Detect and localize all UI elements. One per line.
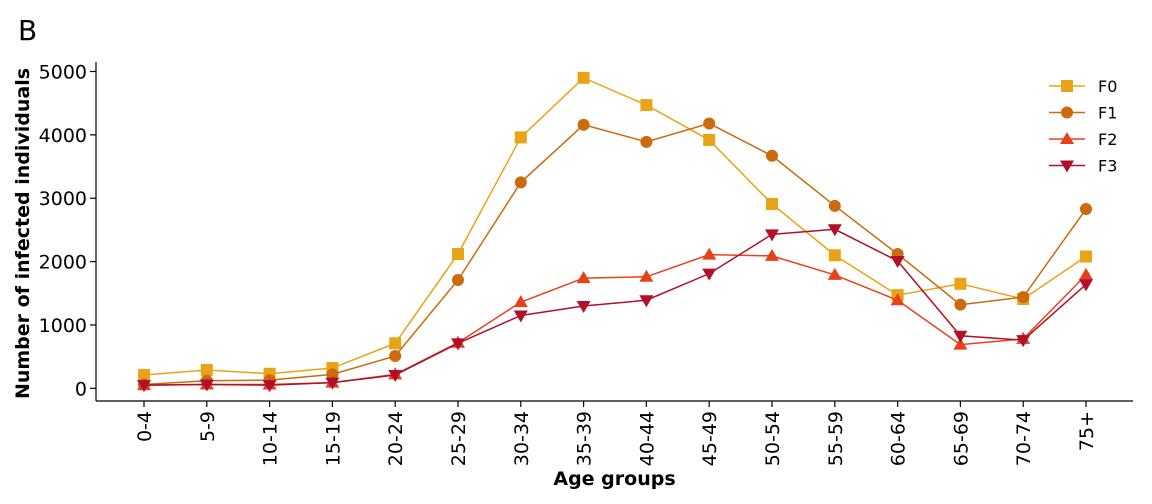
series-F3 (137, 224, 1093, 393)
data-point (577, 71, 590, 84)
data-point (703, 133, 716, 146)
data-point (702, 247, 717, 260)
data-point (1016, 335, 1031, 348)
data-point (514, 131, 527, 144)
data-point (325, 377, 340, 390)
data-point (1079, 279, 1093, 292)
data-point (640, 99, 653, 112)
data-point (451, 338, 465, 351)
x-tick-label: 55-59 (825, 411, 847, 466)
series-line (143, 122, 1087, 386)
data-point (513, 295, 528, 308)
x-tick-label: 50-54 (762, 411, 784, 466)
data-point (514, 176, 527, 189)
legend-item: F2 (1049, 130, 1117, 149)
data-point (765, 248, 779, 261)
data-point (1079, 267, 1093, 280)
data-point (577, 118, 590, 131)
x-tick-label: 5-9 (197, 411, 219, 442)
data-point (765, 229, 779, 242)
x-tick-label: 25-29 (448, 411, 470, 466)
data-point (389, 350, 402, 363)
data-point (828, 199, 841, 212)
data-point (389, 337, 402, 350)
legend: F0 F1 F2 F3 (1049, 77, 1117, 176)
data-point (199, 379, 214, 392)
data-point (1080, 250, 1092, 263)
legend-marker (1060, 160, 1074, 173)
x-tick-label: 0-4 (134, 411, 156, 442)
series-line (143, 253, 1087, 386)
data-point (452, 273, 464, 286)
y-tick-label: 4000 (39, 125, 87, 147)
data-point (702, 268, 717, 281)
axes: 0 1000 2000 3000 4000 5000 0-4 5-9 10-14 15-19 20-… (39, 62, 1133, 466)
y-tick-label: 3000 (39, 188, 87, 210)
data-point (452, 247, 464, 260)
data-point (703, 117, 716, 130)
x-tick-label: 60-64 (888, 411, 910, 466)
x-tick-label: 20-24 (385, 411, 407, 466)
data-point (766, 197, 778, 210)
series-F0 (138, 71, 1092, 382)
legend-label: F2 (1098, 130, 1117, 149)
y-tick-label: 2000 (39, 252, 87, 274)
data-point (576, 271, 591, 284)
y-tick-label: 0 (75, 378, 87, 400)
panel-label: B (18, 14, 37, 47)
legend-item: F1 (1049, 104, 1117, 123)
x-tick-label: 35-39 (574, 411, 596, 466)
legend-marker (1061, 80, 1073, 92)
series-layer (137, 71, 1093, 393)
series-F2 (137, 247, 1093, 391)
data-point (890, 255, 905, 268)
data-point (513, 310, 528, 323)
data-point (827, 224, 842, 237)
x-tick-label: 30-34 (511, 411, 533, 466)
x-tick-label: 75+ (1076, 411, 1098, 451)
x-tick-label: 40-44 (636, 411, 658, 466)
data-point (639, 295, 654, 308)
data-point (388, 370, 403, 383)
legend-marker (1060, 132, 1074, 144)
y-axis-title: Number of infected individuals (12, 68, 34, 399)
legend-label: F3 (1098, 157, 1117, 176)
y-tick-label: 1000 (39, 315, 87, 337)
data-point (326, 368, 339, 381)
series-line (143, 76, 1087, 376)
x-tick-label: 10-14 (260, 411, 282, 466)
x-tick-label: 65-69 (950, 411, 972, 466)
data-point (639, 269, 654, 282)
legend-item: F3 (1049, 157, 1117, 176)
data-point (1017, 291, 1030, 304)
x-tick-label: 45-49 (699, 411, 721, 466)
legend-label: F0 (1098, 77, 1117, 96)
x-tick-label: 70-74 (1013, 411, 1035, 466)
x-axis-title: Age groups (553, 468, 675, 490)
data-point (890, 293, 905, 306)
x-tick-label: 15-19 (322, 411, 344, 466)
data-point (954, 277, 967, 290)
data-point (827, 267, 842, 280)
data-point (953, 337, 968, 350)
legend-label: F1 (1098, 104, 1117, 123)
data-point (262, 380, 277, 393)
data-point (576, 300, 591, 313)
data-point (954, 298, 967, 311)
data-point (766, 149, 778, 162)
series-F1 (138, 117, 1092, 391)
legend-item: F0 (1049, 77, 1117, 96)
y-tick-label: 5000 (39, 62, 87, 84)
series-line (143, 228, 1087, 386)
data-point (828, 249, 841, 262)
data-point (640, 135, 653, 148)
data-point (1080, 203, 1092, 216)
data-point (138, 369, 150, 382)
legend-marker (1061, 106, 1073, 119)
data-point (953, 330, 968, 343)
data-point (137, 380, 151, 393)
data-point (200, 363, 213, 376)
